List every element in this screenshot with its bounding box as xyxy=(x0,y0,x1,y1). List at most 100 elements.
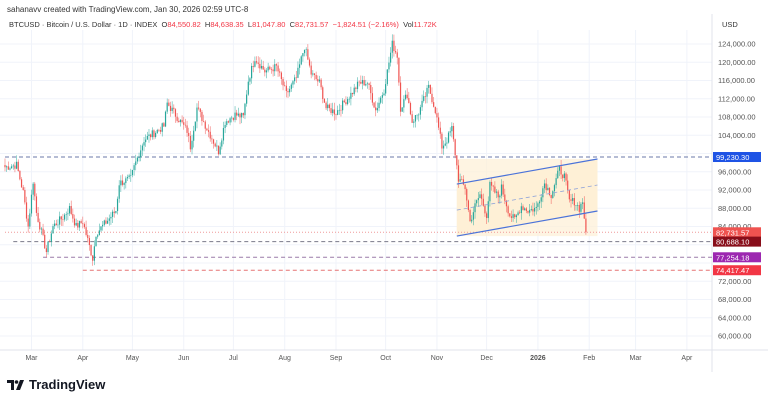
candle xyxy=(90,244,92,257)
candle-body xyxy=(7,166,9,170)
candle xyxy=(302,53,304,62)
symbol-description[interactable]: BTCUSD · Bitcoin / U.S. Dollar · 1D · IN… xyxy=(9,20,158,29)
candle-body xyxy=(297,67,299,78)
time-axis-label: Nov xyxy=(431,355,444,362)
candle-body xyxy=(406,94,408,99)
tradingview-logo[interactable]: TradingView xyxy=(7,377,105,392)
candle xyxy=(444,137,446,147)
candle-body xyxy=(429,84,431,94)
price-axis-label: 88,000.00 xyxy=(718,204,751,213)
candle-body xyxy=(365,84,367,86)
candle-body xyxy=(514,214,516,218)
candle xyxy=(385,78,387,96)
candle-body xyxy=(151,130,153,138)
candle-body xyxy=(221,140,223,147)
candle-body xyxy=(227,121,230,123)
candle-body xyxy=(363,80,365,86)
candle xyxy=(246,90,248,107)
candle-body xyxy=(351,92,354,95)
candle-body xyxy=(163,123,165,127)
candle-body xyxy=(198,107,200,109)
candle xyxy=(27,215,29,233)
candle-body xyxy=(295,77,297,79)
candle-body xyxy=(264,69,266,73)
candle xyxy=(247,75,249,96)
candle-body xyxy=(280,72,282,80)
candle xyxy=(174,108,177,123)
price-axis-label: 84,000.00 xyxy=(718,222,751,231)
candle xyxy=(303,49,306,57)
candle-body xyxy=(346,99,349,105)
candle-body xyxy=(436,113,438,118)
price-level-badge xyxy=(713,236,761,247)
candle-body xyxy=(322,87,324,100)
low-label: L xyxy=(247,20,253,29)
candle-body xyxy=(345,102,347,105)
candle xyxy=(20,177,23,188)
candle xyxy=(234,106,236,123)
candle xyxy=(446,137,448,149)
candle xyxy=(469,208,471,222)
candle xyxy=(525,207,527,214)
candle-body xyxy=(133,165,135,170)
candle-body xyxy=(456,155,458,166)
candle xyxy=(217,145,220,156)
price-chart[interactable]: 124,000.00 120,000.00 116,000.00 112,000.00… xyxy=(0,0,768,372)
candle xyxy=(573,193,575,211)
candle xyxy=(325,101,327,111)
candle xyxy=(497,189,499,204)
candle xyxy=(59,211,61,230)
candle xyxy=(161,122,163,137)
candle-body xyxy=(366,83,369,85)
candle-body xyxy=(113,211,115,213)
candle xyxy=(47,241,49,255)
candle xyxy=(490,177,493,191)
candle xyxy=(168,99,170,107)
candle xyxy=(73,214,76,228)
candle-body xyxy=(542,188,544,198)
candle-body xyxy=(461,179,463,180)
candle-body xyxy=(348,98,350,100)
candle-body xyxy=(371,93,374,103)
candle xyxy=(563,170,565,183)
candle-body xyxy=(95,236,97,247)
candle xyxy=(146,131,148,140)
candle-body xyxy=(60,216,62,220)
candle xyxy=(351,92,354,97)
candle xyxy=(115,210,117,214)
candle xyxy=(183,116,185,130)
candle-body xyxy=(254,61,256,67)
candle xyxy=(560,160,562,180)
candle xyxy=(83,222,86,229)
candle xyxy=(360,75,362,85)
candle-body xyxy=(207,130,210,132)
candle xyxy=(370,81,372,100)
candle-body xyxy=(184,124,186,126)
candle-body xyxy=(419,107,422,115)
candle-body xyxy=(166,102,168,112)
candle xyxy=(232,117,234,122)
candle xyxy=(418,113,420,122)
candle xyxy=(350,86,352,106)
candle xyxy=(307,44,309,61)
candle-body xyxy=(462,179,465,185)
candle xyxy=(29,208,31,229)
price-level-label: 74,417.47 xyxy=(716,266,749,275)
price-axis-label: 108,000.00 xyxy=(718,113,756,122)
candle xyxy=(279,68,281,77)
candle xyxy=(403,95,405,113)
candle-body xyxy=(403,99,405,108)
candle xyxy=(575,205,577,211)
candle xyxy=(355,86,357,93)
candle xyxy=(454,138,456,159)
candle-body xyxy=(373,102,375,108)
candle xyxy=(269,65,271,71)
candle xyxy=(332,102,334,117)
candle xyxy=(337,105,339,116)
candle-body xyxy=(45,248,47,253)
candle-body xyxy=(447,132,450,143)
high-value: 84,638.35 xyxy=(210,20,244,29)
candle-body xyxy=(353,87,355,95)
candle-body xyxy=(499,195,501,198)
candle-body xyxy=(222,127,225,141)
